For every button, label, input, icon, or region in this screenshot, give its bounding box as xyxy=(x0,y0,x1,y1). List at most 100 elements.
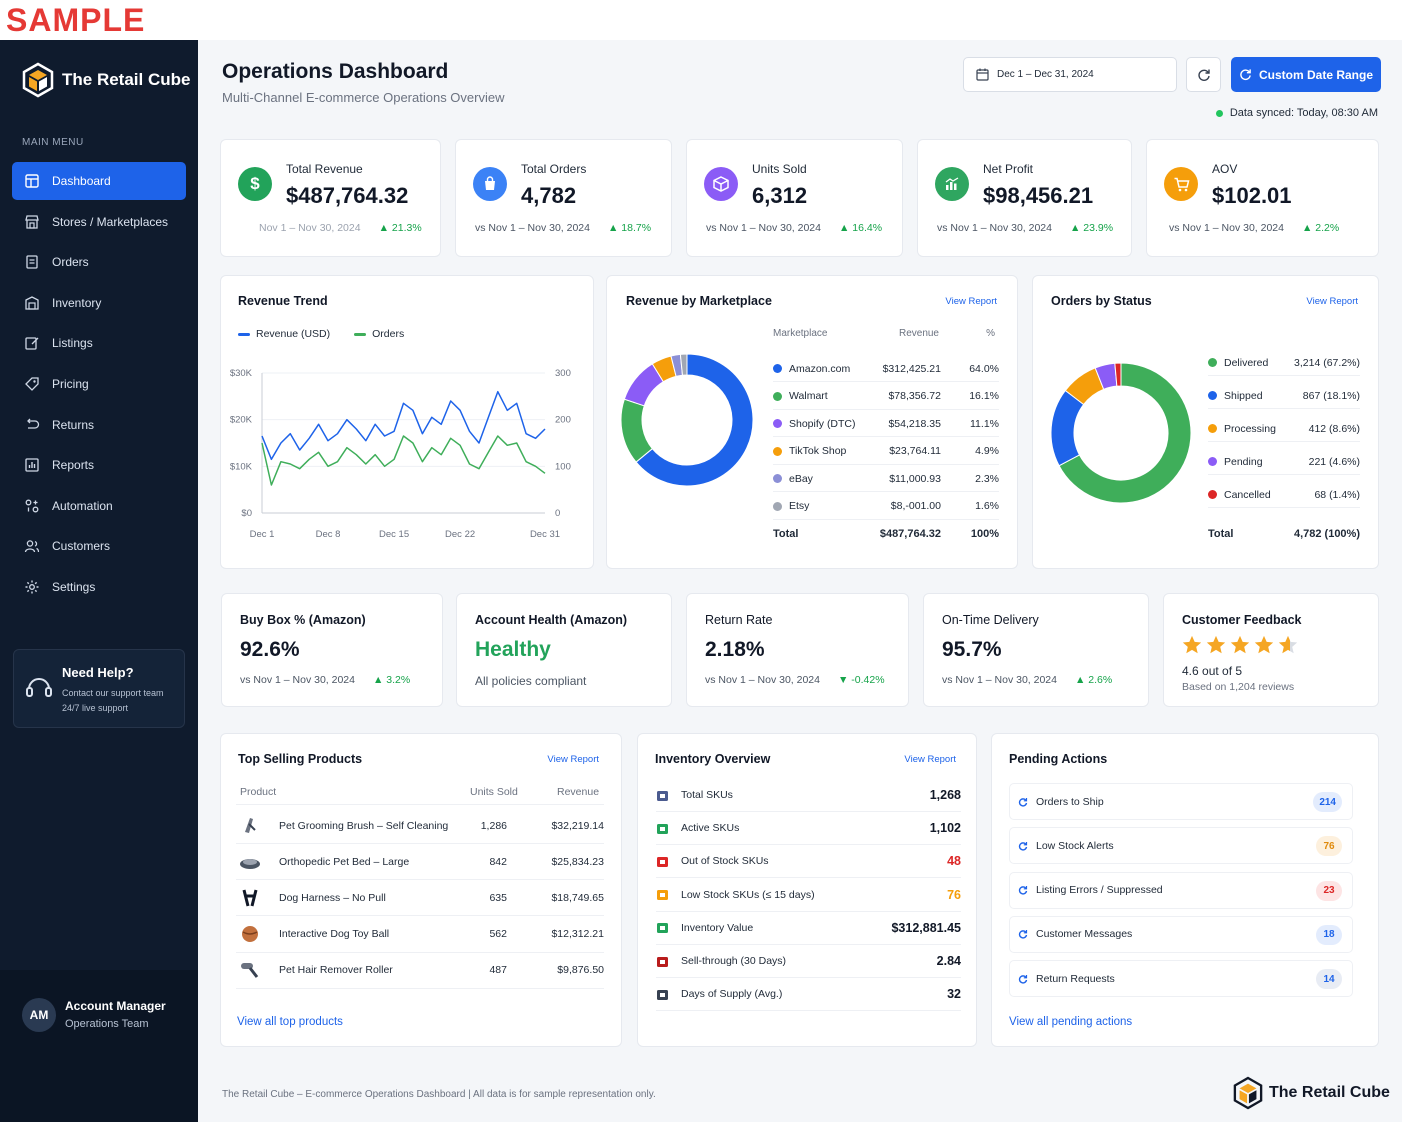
buybox-card[interactable]: Buy Box % (Amazon) 92.6% vs Nov 1 – Nov … xyxy=(221,593,443,707)
legend-item-revenue[interactable]: Revenue (USD) xyxy=(238,328,330,340)
pending-action-row[interactable]: Low Stock Alerts 76 xyxy=(1009,827,1353,865)
refresh-button[interactable] xyxy=(1186,57,1221,92)
status-row[interactable]: Shipped 867 (18.1%) xyxy=(1208,383,1360,409)
kpi-change: ▲ 21.3% xyxy=(378,222,422,234)
return-rate-card[interactable]: Return Rate 2.18% vs Nov 1 – Nov 30, 202… xyxy=(686,593,909,707)
inventory-icon xyxy=(25,296,39,310)
card-title: Revenue Trend xyxy=(238,294,328,308)
card-title: Inventory Overview xyxy=(655,752,771,766)
table-row[interactable]: Dog Harness – No Pull 635 $18,749.65 xyxy=(236,880,604,917)
inventory-row[interactable]: Out of Stock SKUs 48 xyxy=(656,845,961,879)
inventory-row[interactable]: Days of Supply (Avg.) 32 xyxy=(656,978,961,1012)
sidebar-item-reports[interactable]: Reports xyxy=(12,446,186,484)
on-time-delivery-card[interactable]: On-Time Delivery 95.7% vs Nov 1 – Nov 30… xyxy=(923,593,1149,707)
pending-action-row[interactable]: Orders to Ship 214 xyxy=(1009,783,1353,820)
sidebar-item-label: Inventory xyxy=(52,295,102,310)
sync-status-text: Data synced: Today, 08:30 AM xyxy=(1229,107,1378,119)
sidebar-item-orders[interactable]: Orders xyxy=(12,243,186,281)
footer-brand[interactable]: The Retail Cube xyxy=(1233,1076,1390,1110)
legend-item-orders[interactable]: Orders xyxy=(354,328,404,340)
pending-action-row[interactable]: Return Requests 14 xyxy=(1009,960,1353,998)
donut-slice-etsy[interactable] xyxy=(679,353,688,376)
kpi-card-total-orders[interactable]: Total Orders 4,782 vs Nov 1 – Nov 30, 20… xyxy=(455,139,672,257)
x-tick-label: Dec 22 xyxy=(445,529,475,540)
marketplace-percent: 2.3% xyxy=(975,472,999,485)
x-tick-label: Dec 1 xyxy=(250,529,275,540)
product-units: 635 xyxy=(489,891,507,904)
sidebar-item-customers[interactable]: Customers xyxy=(12,527,186,565)
inventory-row[interactable]: Inventory Value $312,881.45 xyxy=(656,912,961,945)
legend-dot xyxy=(1208,358,1217,367)
pending-action-row[interactable]: Listing Errors / Suppressed 23 xyxy=(1009,871,1353,909)
sidebar-item-pricing[interactable]: Pricing xyxy=(12,365,186,403)
inventory-row[interactable]: Low Stock SKUs (≤ 15 days) 76 xyxy=(656,879,961,912)
status-value: 867 (18.1%) xyxy=(1302,389,1360,402)
account-panel[interactable]: AM Account Manager Operations Team xyxy=(0,970,198,1122)
sync-icon xyxy=(1018,841,1028,851)
customer-feedback-card[interactable]: Customer Feedback 4.6 out of 5 Based on … xyxy=(1163,593,1379,707)
donut-slice-shipped[interactable] xyxy=(1050,389,1085,467)
kpi-card-total-revenue[interactable]: $ Total Revenue $487,764.32 Nov 1 – Nov … xyxy=(220,139,441,257)
product-revenue: $32,219.14 xyxy=(551,819,604,832)
donut-slice-delivered[interactable] xyxy=(1058,362,1192,504)
kpi-change: ▲ 2.2% xyxy=(1301,222,1340,234)
marketplace-row[interactable]: Walmart $78,356.72 16.1% xyxy=(773,384,999,410)
inventory-metric-icon xyxy=(657,823,668,834)
inventory-row[interactable]: Sell-through (30 Days) 2.84 xyxy=(656,945,961,978)
table-row[interactable]: Pet Grooming Brush – Self Cleaning 1,286 $… xyxy=(236,808,604,844)
table-row[interactable]: Interactive Dog Toy Ball 562 $12,312.21 xyxy=(236,917,604,953)
account-health-card[interactable]: Account Health (Amazon) Healthy All poli… xyxy=(456,593,672,707)
metric-label: Customer Feedback xyxy=(1182,613,1302,627)
brand-logo[interactable]: The Retail Cube xyxy=(22,62,190,98)
view-all-products-link[interactable]: View all top products xyxy=(237,1016,343,1028)
star-icon xyxy=(1206,635,1226,654)
pending-action-row[interactable]: Customer Messages 18 xyxy=(1009,915,1353,953)
sidebar-item-inventory[interactable]: Inventory xyxy=(12,284,186,322)
sidebar-item-listings[interactable]: Listings xyxy=(12,324,186,362)
series-line-orders xyxy=(261,435,546,486)
marketplace-row[interactable]: Amazon.com $312,425.21 64.0% xyxy=(773,356,999,382)
view-report-link[interactable]: View Report xyxy=(945,296,997,307)
top-band xyxy=(0,0,1402,40)
view-report-link[interactable]: View Report xyxy=(547,754,599,765)
marketplace-row[interactable]: Shopify (DTC) $54,218.35 11.1% xyxy=(773,411,999,437)
status-row[interactable]: Processing 412 (8.6%) xyxy=(1208,416,1360,442)
status-row[interactable]: Delivered 3,214 (67.2%) xyxy=(1208,350,1360,376)
pending-actions-card: Pending Actions Orders to Ship 214 Low Sto… xyxy=(991,733,1379,1047)
table-row[interactable]: Pet Hair Remover Roller 487 $9,876.50 xyxy=(236,953,604,989)
sidebar-item-stores[interactable]: Stores / Marketplaces xyxy=(12,203,186,241)
status-row[interactable]: Cancelled 68 (1.4%) xyxy=(1208,482,1360,508)
donut-slice-amazon-com[interactable] xyxy=(635,353,754,487)
sidebar-item-returns[interactable]: Returns xyxy=(12,406,186,444)
marketplace-row[interactable]: TikTok Shop $23,764.11 4.9% xyxy=(773,439,999,465)
harness-icon xyxy=(242,889,258,907)
donut-slice-walmart[interactable] xyxy=(621,398,654,463)
metric-change: ▲ 3.2% xyxy=(372,674,411,686)
inventory-metric-icon xyxy=(657,989,668,1000)
kpi-card-aov[interactable]: AOV $102.01 vs Nov 1 – Nov 30, 2024 ▲ 2.2… xyxy=(1146,139,1379,257)
kpi-label: Total Orders xyxy=(521,162,587,176)
card-title: Revenue by Marketplace xyxy=(626,294,772,308)
status-row[interactable]: Pending 221 (4.6%) xyxy=(1208,449,1360,475)
product-units: 487 xyxy=(489,964,507,977)
table-row[interactable]: Orthopedic Pet Bed – Large 842 $25,834.23 xyxy=(236,844,604,881)
donut-slice-cancelled[interactable] xyxy=(1114,362,1122,387)
sidebar-item-settings[interactable]: Settings xyxy=(12,568,186,606)
help-card[interactable]: Need Help? Contact our support team 24/7… xyxy=(13,649,185,728)
marketplace-row[interactable]: Etsy $8,-001.00 1.6% xyxy=(773,494,999,520)
pet-bed-icon xyxy=(240,858,260,869)
date-range-picker[interactable]: Dec 1 – Dec 31, 2024 xyxy=(963,57,1177,92)
kpi-card-units-sold[interactable]: Units Sold 6,312 vs Nov 1 – Nov 30, 2024… xyxy=(686,139,903,257)
product-name: Interactive Dog Toy Ball xyxy=(279,928,390,941)
view-report-link[interactable]: View Report xyxy=(1306,296,1358,307)
sidebar-item-dashboard[interactable]: Dashboard xyxy=(12,162,186,200)
sidebar-item-automation[interactable]: Automation xyxy=(12,487,186,525)
kpi-card-net-profit[interactable]: Net Profit $98,456.21 vs Nov 1 – Nov 30,… xyxy=(917,139,1132,257)
inventory-row[interactable]: Active SKUs 1,102 xyxy=(656,812,961,846)
marketplace-row[interactable]: eBay $11,000.93 2.3% xyxy=(773,466,999,492)
custom-date-range-button[interactable]: Custom Date Range xyxy=(1231,57,1381,92)
view-report-link[interactable]: View Report xyxy=(904,754,956,765)
chart-icon xyxy=(935,167,969,201)
view-all-pending-link[interactable]: View all pending actions xyxy=(1009,1016,1133,1028)
inventory-row[interactable]: Total SKUs 1,268 xyxy=(656,779,961,812)
